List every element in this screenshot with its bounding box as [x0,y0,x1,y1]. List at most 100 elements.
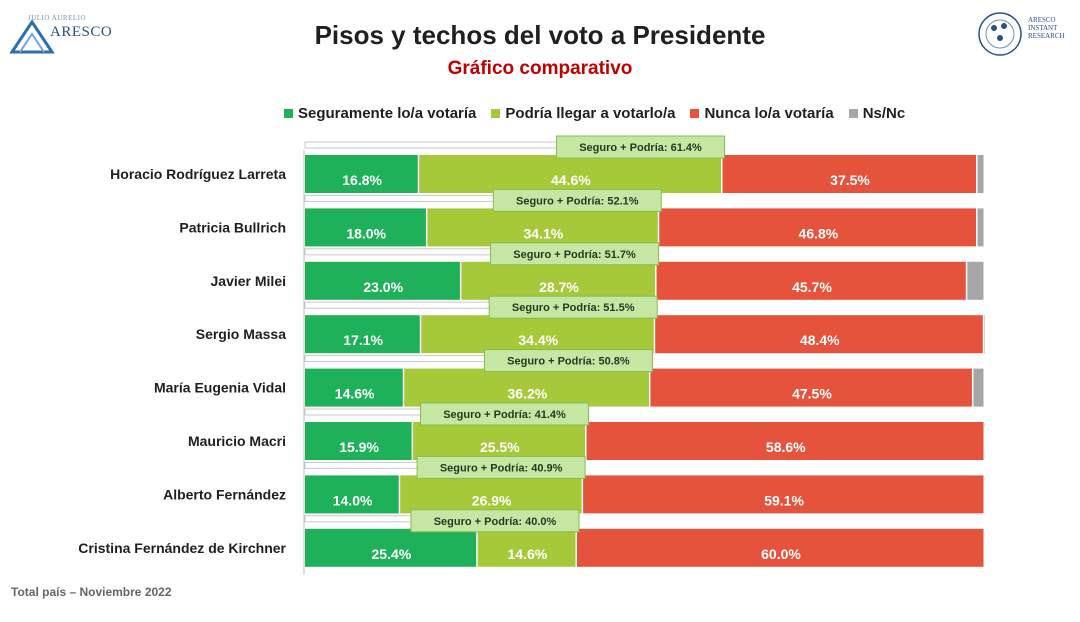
bar-segment-podria [477,528,576,567]
data-label-seguro: 14.0% [333,492,373,508]
bar-segment-podria [413,422,586,460]
bar-segment-podria [461,261,656,300]
combined-label-box [492,188,662,212]
aresco-instant-research-logo: ARESCO INSTANT RESEARCH [976,10,1066,58]
bar-segment-nunca [656,261,966,300]
data-label-nunca: 45.7% [792,279,832,295]
bar-segment-seguro [305,475,399,514]
bar-segment-seguro [305,368,403,407]
bar-segment-nsnc [973,368,984,407]
combined-label-box [556,135,726,159]
globe-people-icon [978,12,1022,56]
combined-label: Seguro + Podría: 52.1% [516,195,639,207]
combined-label-box [410,509,580,533]
bar-segment-seguro [305,261,460,300]
data-label-podria: 26.9% [472,492,512,508]
combined-label: Seguro + Podría: 51.7% [513,249,636,261]
bar-segment-nunca [655,315,983,354]
data-label-seguro: 25.4% [372,546,412,562]
chart-legend: Seguramente lo/a votaría Podría llegar a… [284,105,920,122]
category-label: Sergio Massa [196,326,286,342]
combined-label: Seguro + Podría: 40.9% [440,462,563,474]
aresco-logo-mark-icon [9,19,55,54]
data-label-seguro: 15.9% [339,439,379,455]
data-label-podria: 34.1% [523,225,563,241]
legend-swatch-podria [491,109,501,118]
legend-item-nunca: Nunca lo/a votaría [690,105,834,122]
data-label-podria: 44.6% [551,172,591,188]
data-label-seguro: 17.1% [343,332,383,348]
logo-left-top: JULIO AURELIO [28,14,87,22]
bar-segment-seguro [305,208,426,247]
category-label: Javier Milei [211,273,287,289]
bar-segment-podria [400,475,582,514]
bar-segment-podria [427,208,658,247]
bar-segment-nunca [650,368,972,407]
bar-segment-nsnc [977,155,984,193]
combined-label-box [416,455,586,479]
combined-label: Seguro + Podría: 51.5% [512,302,635,314]
data-label-podria: 36.2% [508,386,548,402]
category-label: Horacio Rodríguez Larreta [110,166,286,182]
chart-title: Pisos y techos del voto a Presidente [314,20,766,50]
bar-segment-nunca [586,422,984,460]
data-label-nunca: 37.5% [830,172,870,188]
category-label: Mauricio Macri [188,433,286,449]
category-label: María Eugenia Vidal [154,380,286,396]
bar-segment-nsnc [977,208,984,247]
combined-label: Seguro + Podría: 61.4% [579,142,702,154]
combined-label-box [483,349,653,373]
data-label-seguro: 14.6% [335,386,375,402]
legend-swatch-seguro [284,109,293,118]
data-label-seguro: 16.8% [342,172,382,188]
data-label-podria: 25.5% [480,439,520,455]
bar-segment-seguro [305,155,418,193]
bar-segment-nsnc [967,261,984,300]
combined-label: Seguro + Podría: 41.4% [443,409,566,421]
legend-swatch-nsnc [848,109,858,118]
footer-note: Total país – Noviembre 2022 [11,585,172,599]
data-label-seguro: 18.0% [346,225,386,241]
data-label-nunca: 46.8% [799,225,839,241]
bar-segment-nunca [583,475,984,514]
bar-segment-seguro [305,528,477,567]
combined-label: Seguro + Podría: 40.0% [434,516,557,528]
bar-segment-nunca [577,528,984,567]
legend-label-seguro: Seguramente lo/a votaría [298,105,477,122]
bar-segment-seguro [305,422,412,460]
logo-left-name: ARESCO [50,24,113,40]
chart-subtitle: Gráfico comparativo [447,58,633,79]
legend-swatch-nunca [690,109,700,118]
data-label-nunca: 60.0% [761,546,801,562]
bar-segment-seguro [305,315,420,354]
combined-label-box [420,402,590,426]
bar-segment-nsnc [984,315,985,354]
category-label: Alberto Fernández [163,486,286,502]
data-label-podria: 28.7% [539,279,579,295]
combined-label-box [490,242,660,266]
category-label: Cristina Fernández de Kirchner [78,540,286,556]
bar-segment-nunca [722,155,977,193]
data-label-podria: 34.4% [518,332,558,348]
legend-item-seguro: Seguramente lo/a votaría [284,105,476,122]
legend-label-nunca: Nunca lo/a votaría [704,105,834,122]
legend-label-podria: Podría llegar a votarlo/a [505,105,676,122]
data-label-nunca: 48.4% [800,332,840,348]
bar-segment-nunca [659,208,977,247]
bar-segment-podria [421,315,654,354]
data-label-nunca: 58.6% [766,439,806,455]
aresco-logo: JULIO AURELIO ARESCO [8,10,118,60]
legend-item-nsnc: Ns/Nc [848,105,906,122]
bar-segment-podria [404,368,649,407]
data-label-seguro: 23.0% [363,279,403,295]
legend-label-nsnc: Ns/Nc [862,105,906,122]
logo-right-text: ARESCO INSTANT RESEARCH [1028,16,1065,40]
category-label: Patricia Bullrich [179,219,286,235]
bar-segment-podria [419,155,722,193]
combined-label-box [488,295,658,319]
combined-label: Seguro + Podría: 50.8% [507,356,630,368]
legend-item-podria: Podría llegar a votarlo/a [491,105,675,122]
data-label-podria: 14.6% [508,546,548,562]
data-label-nunca: 59.1% [764,492,804,508]
